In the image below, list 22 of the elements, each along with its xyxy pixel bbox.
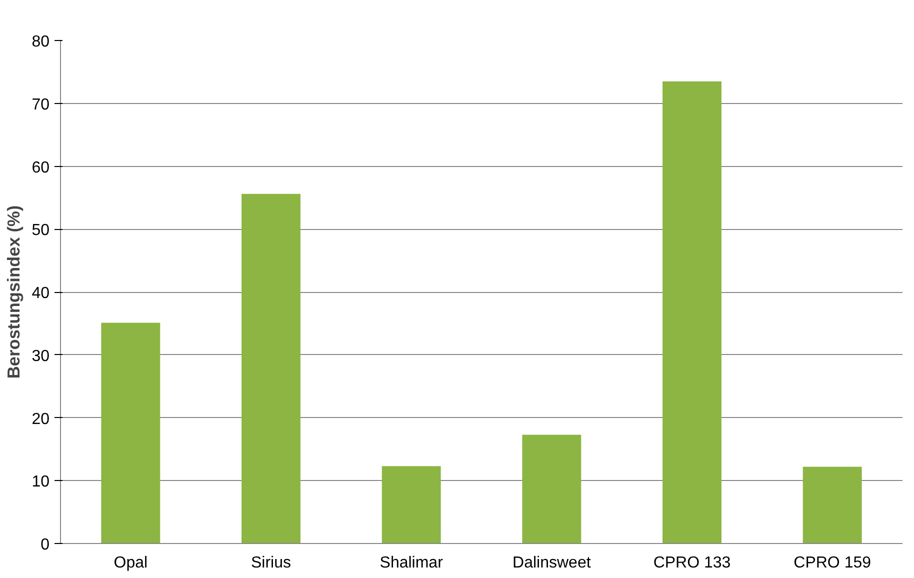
- y-tick-label: 50: [32, 222, 50, 240]
- x-tick-label: CPRO 159: [794, 554, 872, 572]
- bar: [662, 81, 722, 544]
- y-axis-title: Berostungsindex (%): [4, 205, 24, 379]
- x-tick-label: Shalimar: [380, 554, 444, 572]
- y-tick-label: 80: [32, 34, 50, 50]
- bar: [242, 194, 300, 544]
- y-tick-label: 70: [32, 96, 50, 114]
- x-tick-label: Sirius: [250, 554, 292, 572]
- bar: [101, 322, 160, 544]
- bar: [522, 434, 582, 544]
- x-tick-label: Opal: [114, 554, 148, 572]
- bar: [802, 466, 862, 544]
- x-tick-label: Dalinsweet: [512, 554, 592, 572]
- y-tick-label: 40: [32, 285, 50, 302]
- y-tick-label: 10: [32, 474, 50, 491]
- y-tick-label: 20: [32, 410, 50, 428]
- y-tick-label: 30: [32, 348, 50, 365]
- x-tick-label: CPRO 133: [653, 554, 731, 572]
- bar: [382, 466, 441, 544]
- y-tick-label: 60: [32, 159, 50, 176]
- y-tick-label: 0: [40, 536, 50, 554]
